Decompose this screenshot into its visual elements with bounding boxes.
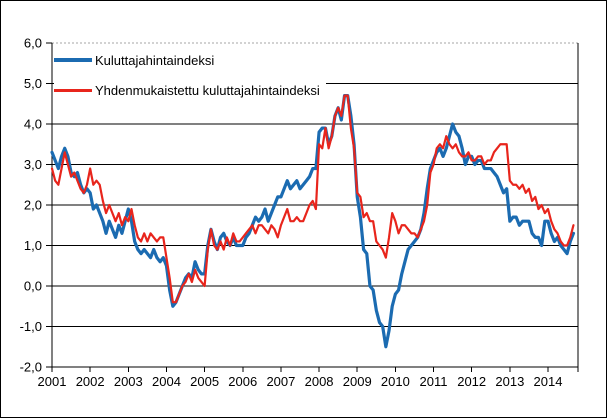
hicp-line <box>50 94 575 304</box>
x-axis-tick-label: 2003 <box>114 374 143 389</box>
legend-label-hicp: Yhdenmukaistettu kuluttajahintaindeksi <box>95 82 320 98</box>
legend-label-cpi: Kuluttajahintaindeksi <box>95 52 215 68</box>
x-axis-tick-label: 2013 <box>495 374 524 389</box>
x-axis-tick-label: 2005 <box>190 374 219 389</box>
y-axis-tick-label: 6,0 <box>24 36 42 51</box>
y-axis-tick-label: -2,0 <box>20 360 42 375</box>
y-axis-tick-label: -1,0 <box>20 319 42 334</box>
chart-legend: Kuluttajahintaindeksi Yhdenmukaistettu k… <box>54 45 326 105</box>
x-axis-tick-label: 2011 <box>420 374 448 389</box>
x-axis-tick-label: 2002 <box>76 374 105 389</box>
x-axis-tick-label: 2008 <box>305 374 334 389</box>
y-axis-tick-label: 0,0 <box>24 279 42 294</box>
y-axis-tick-label: 2,0 <box>24 198 42 213</box>
x-axis-tick-label: 2001 <box>38 374 67 389</box>
y-axis-tick-label: 4,0 <box>24 117 42 132</box>
y-axis-tick-label: 3,0 <box>24 157 42 172</box>
x-axis-tick-label: 2007 <box>266 374 295 389</box>
cpi-line <box>50 94 576 349</box>
x-axis-tick-label: 2010 <box>381 374 410 389</box>
y-axis-tick-label: 5,0 <box>24 76 42 91</box>
y-axis-tick-label: 1,0 <box>24 238 42 253</box>
hicp-line-swatch-icon <box>54 88 92 92</box>
legend-item-hicp: Yhdenmukaistettu kuluttajahintaindeksi <box>54 75 320 105</box>
x-axis-tick-label: 2009 <box>343 374 372 389</box>
x-axis-tick-label: 2012 <box>457 374 486 389</box>
x-axis-tick-label: 2004 <box>152 374 181 389</box>
x-axis-tick-label: 2014 <box>534 374 563 389</box>
x-axis-tick-label: 2006 <box>228 374 257 389</box>
legend-item-cpi: Kuluttajahintaindeksi <box>54 45 320 75</box>
cpi-line-swatch-icon <box>54 58 92 62</box>
